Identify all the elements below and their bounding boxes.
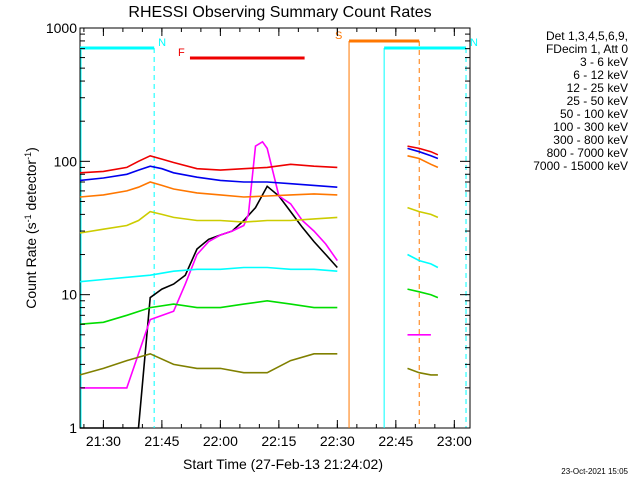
series-line [407, 367, 438, 376]
x-tick-label: 21:45 [144, 433, 179, 449]
flag-label-n: N [158, 37, 166, 49]
series-line [79, 165, 338, 188]
legend-entry: 7000 - 15000 keV [533, 159, 628, 173]
legend-header-line-2: FDecim 1, Att 0 [546, 42, 628, 56]
legend-entry: 6 - 12 keV [573, 68, 628, 82]
series-line [79, 352, 338, 376]
x-tick-label: 22:45 [378, 433, 413, 449]
series-lines [79, 140, 439, 429]
series-line [80, 140, 338, 389]
series-line [407, 155, 439, 169]
series-line [407, 145, 439, 156]
x-tick-label: 23:00 [437, 433, 472, 449]
y-tick-label: 10 [61, 287, 77, 303]
series-line [79, 266, 338, 283]
x-tick-label: 22:15 [261, 433, 296, 449]
observing-annotations: N N S F [80, 30, 478, 428]
y-tick-label: 100 [54, 153, 78, 169]
series-line [407, 147, 439, 160]
y-tick-label: 1 [69, 420, 77, 436]
legend-entry: 12 - 25 keV [567, 81, 628, 95]
y-axis-label: Count Rate (s-1 detector-1) [23, 147, 39, 309]
legend-entry: 100 - 300 keV [553, 120, 628, 134]
legend-header-line-1: Det 1,3,4,5,6,9, [546, 29, 628, 43]
series-line [407, 253, 439, 269]
x-axis-label: Start Time (27-Feb-13 21:24:02) [183, 456, 383, 472]
y-tick-label: 1000 [46, 20, 77, 36]
x-tick-label: 21:30 [86, 433, 121, 449]
series-line [407, 288, 439, 299]
chart-title: RHESSI Observing Summary Count Rates [128, 4, 431, 21]
flag-label-f: F [178, 47, 185, 59]
axes: 21:30 21:45 22:00 22:15 22:30 22:45 23:00 1 10 10… [46, 20, 472, 449]
legend-entry: 300 - 800 keV [553, 133, 628, 147]
footer-date: 23-Oct-2021 15:05 [561, 467, 628, 476]
legend: Det 1,3,4,5,6,9, FDecim 1, Att 0 3 - 6 k… [533, 29, 628, 173]
legend-entry: 800 - 7000 keV [547, 146, 628, 160]
flag-label-s: S [335, 30, 342, 42]
series-line [79, 299, 338, 325]
x-tick-label: 22:00 [203, 433, 238, 449]
legend-entry: 50 - 100 keV [560, 107, 628, 121]
flag-label-n: N [470, 37, 478, 49]
series-line [79, 181, 338, 198]
legend-entry: 3 - 6 keV [580, 55, 628, 69]
series-line [79, 210, 338, 234]
x-tick-label: 22:30 [320, 433, 355, 449]
series-line [407, 206, 439, 219]
legend-entry: 25 - 50 keV [567, 94, 628, 108]
series-line [79, 154, 338, 174]
